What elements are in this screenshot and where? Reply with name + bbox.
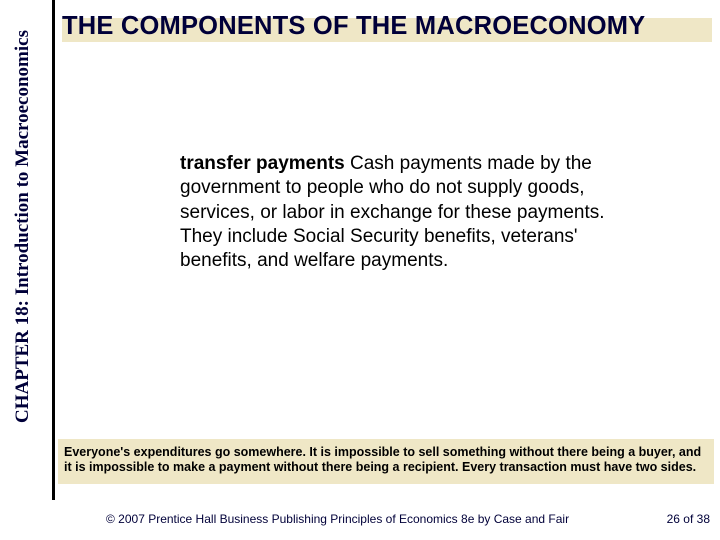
vertical-divider: [52, 0, 55, 500]
term-label: transfer payments: [180, 153, 345, 174]
note-text: Everyone's expenditures go somewhere. It…: [64, 445, 708, 476]
copyright-text: © 2007 Prentice Hall Business Publishing…: [106, 512, 569, 526]
title-wrap: THE COMPONENTS OF THE MACROECONOMY: [62, 12, 712, 42]
note-box: Everyone's expenditures go somewhere. It…: [58, 439, 714, 484]
slide-title: THE COMPONENTS OF THE MACROECONOMY: [62, 12, 712, 41]
page-number: 26 of 38: [667, 512, 710, 526]
slide-page: CHAPTER 18: Introduction to Macroeconomi…: [0, 0, 720, 540]
chapter-sidebar: CHAPTER 18: Introduction to Macroeconomi…: [12, 0, 34, 30]
definition-block: transfer payments Cash payments made by …: [180, 152, 620, 274]
chapter-label: CHAPTER 18: Introduction to Macroeconomi…: [12, 30, 34, 423]
